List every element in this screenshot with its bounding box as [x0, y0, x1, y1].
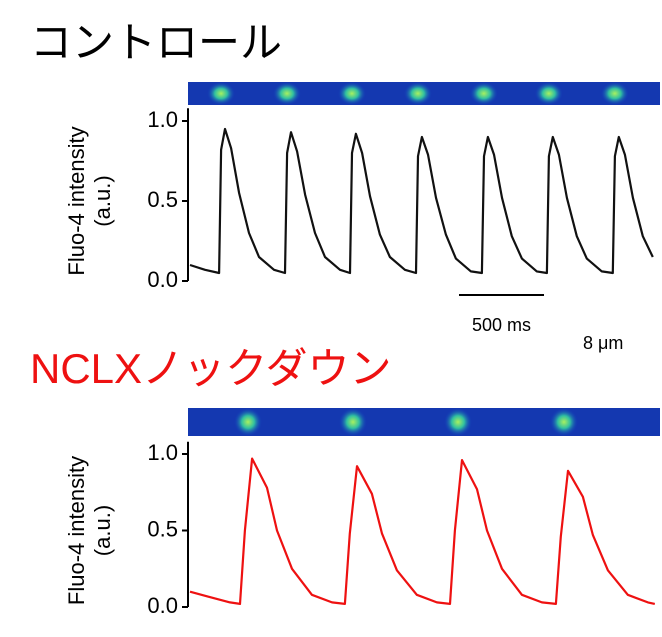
y-tick-label: 0.5	[147, 516, 178, 541]
y-tick-label: 1.0	[147, 107, 178, 132]
linescan-blob	[404, 82, 432, 105]
linescan-blob	[338, 82, 366, 105]
y-axis-label: (a.u.)	[90, 175, 115, 226]
linescan-blob	[535, 82, 563, 105]
y-axis-label: Fluo-4 intensity	[64, 126, 89, 275]
y-tick-label: 1.0	[147, 440, 178, 465]
y-tick-label: 0.0	[147, 593, 178, 618]
page: コントロール0.00.51.0Fluo-4 intensity(a.u.)500…	[0, 0, 662, 637]
linescan-blob	[234, 408, 262, 436]
linescan-blob	[444, 408, 472, 436]
linescan-blob	[339, 408, 367, 436]
linescan-blob	[207, 82, 235, 105]
linescan-blob	[273, 82, 301, 105]
chart-title: コントロール	[30, 19, 282, 66]
y-axis-label: (a.u.)	[90, 505, 115, 556]
trace	[190, 459, 655, 604]
trace	[190, 129, 653, 273]
chart-title: NCLXノックダウン	[30, 345, 392, 392]
y-tick-label: 0.0	[147, 267, 178, 292]
linescan-blob	[550, 408, 578, 436]
linescan-blob	[601, 82, 629, 105]
figure: コントロール0.00.51.0Fluo-4 intensity(a.u.)500…	[0, 0, 662, 637]
y-tick-label: 0.5	[147, 187, 178, 212]
y-axis-label: Fluo-4 intensity	[64, 456, 89, 605]
linescan-blob	[470, 82, 498, 105]
scale-bar-label: 500 ms	[472, 315, 531, 335]
annotation: 8 μm	[583, 333, 623, 353]
